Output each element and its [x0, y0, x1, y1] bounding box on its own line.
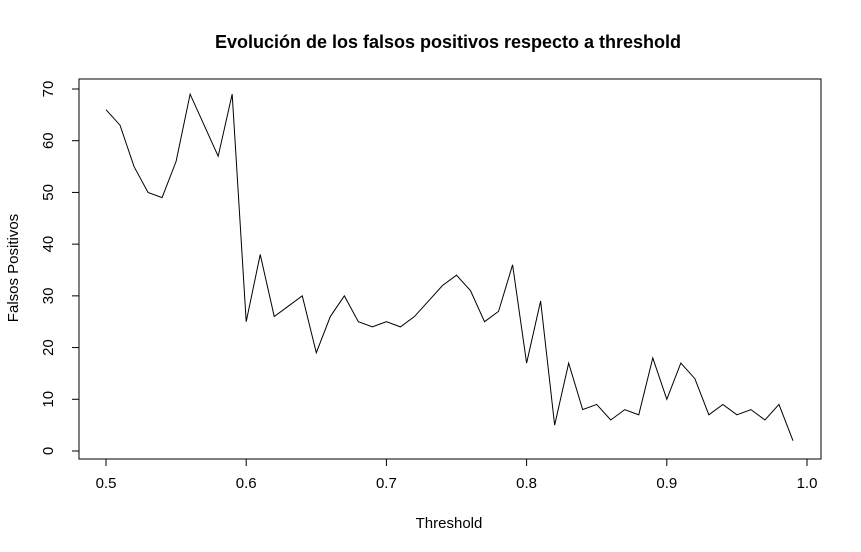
x-tick-label: 1.0	[797, 475, 818, 492]
y-tick-label: 20	[40, 339, 57, 356]
y-axis: 0 10 20 30 40 50 60 70	[40, 81, 80, 455]
x-tick-label: 0.7	[376, 475, 397, 492]
y-tick-label: 60	[40, 132, 57, 149]
series-line	[105, 92, 794, 441]
plot-frame	[78, 78, 822, 460]
chart-title: Evolución de los falsos positivos respec…	[215, 32, 681, 52]
y-tick-label: 50	[40, 184, 57, 201]
x-tick-label: 0.6	[236, 475, 257, 492]
x-axis-label: Threshold	[416, 515, 483, 532]
x-tick-label: 0.9	[656, 475, 677, 492]
y-tick-label: 30	[40, 288, 57, 305]
x-tick-label: 0.5	[96, 475, 117, 492]
x-tick-label: 0.8	[516, 475, 537, 492]
y-tick-label: 10	[40, 391, 57, 408]
y-tick-label: 0	[40, 447, 57, 455]
y-tick-label: 40	[40, 236, 57, 253]
x-axis: 0.5 0.6 0.7 0.8 0.9 1.0	[96, 458, 818, 492]
y-axis-label: Falsos Positivos	[5, 214, 22, 322]
y-tick-label: 70	[40, 81, 57, 98]
